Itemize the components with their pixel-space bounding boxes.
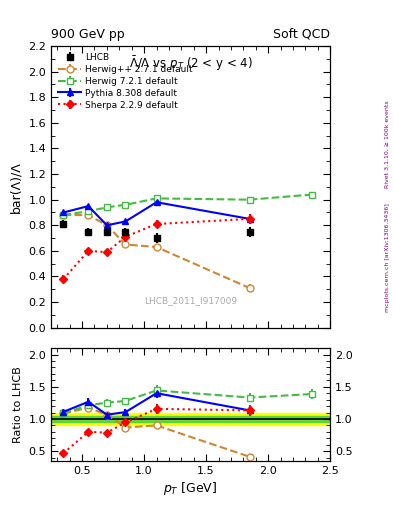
Text: mcplots.cern.ch [arXiv:1306.3436]: mcplots.cern.ch [arXiv:1306.3436] <box>385 203 389 312</box>
Text: $\bar{\Lambda}/\Lambda$ vs $p_T$ (2 < y < 4): $\bar{\Lambda}/\Lambda$ vs $p_T$ (2 < y … <box>129 55 253 73</box>
Legend: LHCB, Herwig++ 2.7.1 default, Herwig 7.2.1 default, Pythia 8.308 default, Sherpa: LHCB, Herwig++ 2.7.1 default, Herwig 7.2… <box>55 51 196 113</box>
Bar <box>51 413 330 425</box>
Text: Rivet 3.1.10, ≥ 100k events: Rivet 3.1.10, ≥ 100k events <box>385 101 389 188</box>
Text: Soft QCD: Soft QCD <box>273 28 330 41</box>
Y-axis label: bar(Λ)/Λ: bar(Λ)/Λ <box>10 161 23 213</box>
Text: 900 GeV pp: 900 GeV pp <box>51 28 125 41</box>
Text: LHCB_2011_I917009: LHCB_2011_I917009 <box>144 296 237 305</box>
Y-axis label: Ratio to LHCB: Ratio to LHCB <box>13 366 23 443</box>
X-axis label: $p_T$ [GeV]: $p_T$ [GeV] <box>163 480 218 497</box>
Bar <box>51 416 330 422</box>
